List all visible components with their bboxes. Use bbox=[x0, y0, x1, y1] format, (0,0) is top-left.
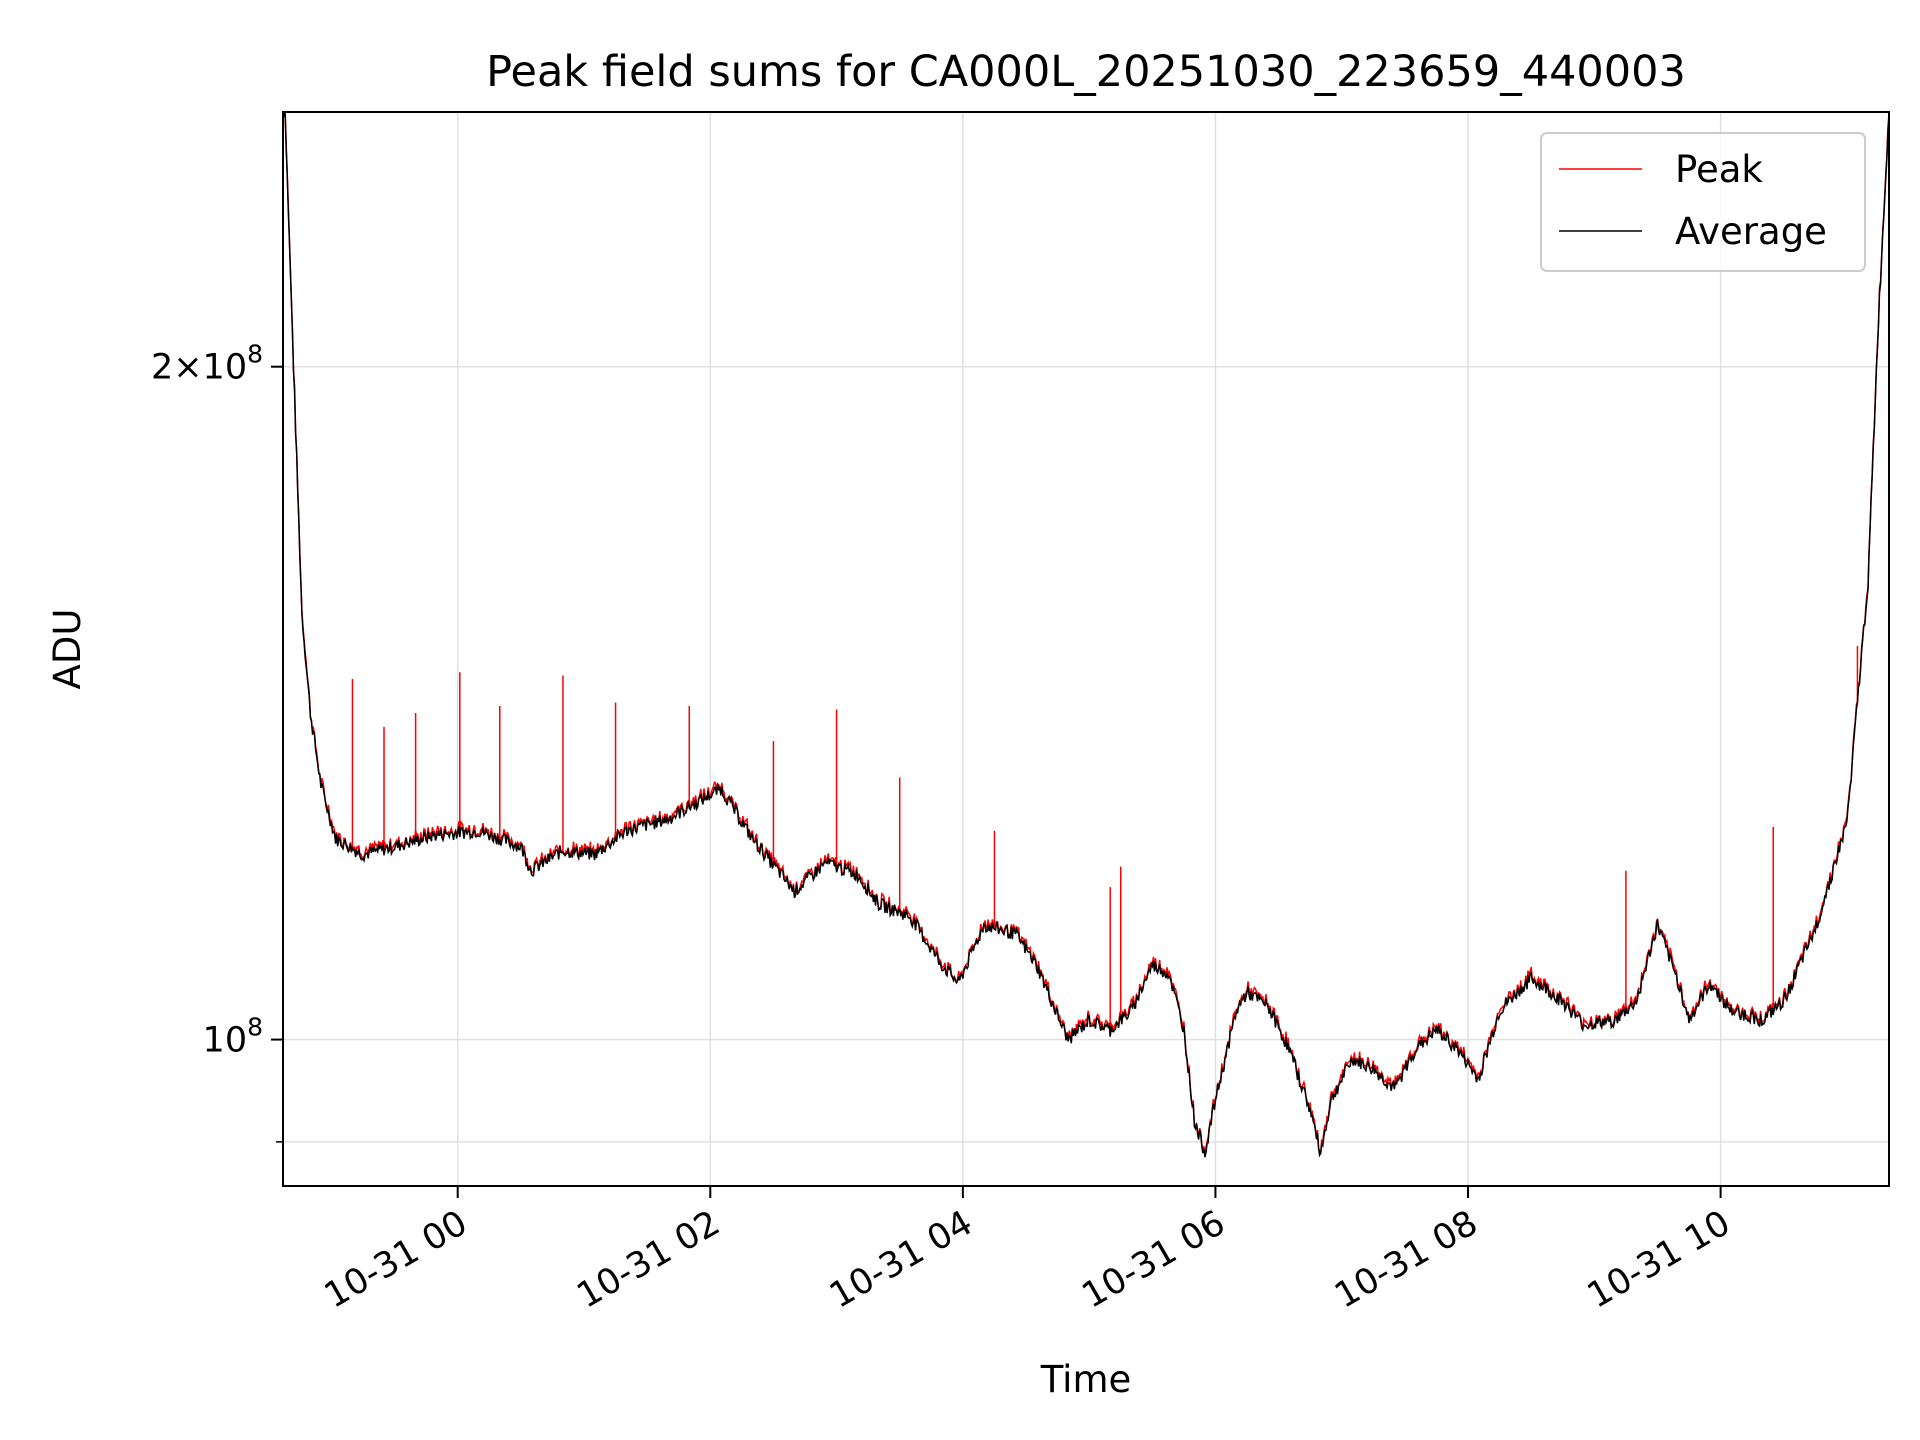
y-tick-mantissa: 2 bbox=[151, 348, 173, 388]
y-tick-base: 10 bbox=[203, 1021, 248, 1061]
legend-box bbox=[1540, 132, 1866, 272]
y-tick-label: 2×108 bbox=[151, 340, 263, 388]
legend: Peak Average bbox=[1540, 132, 1866, 272]
x-axis-label: Time bbox=[1040, 1358, 1132, 1401]
chart-title: Peak field sums for CA000L_20251030_2236… bbox=[486, 47, 1686, 97]
y-tick-times: × bbox=[173, 348, 202, 388]
grid-lines bbox=[283, 112, 1889, 1186]
y-tick-base: 10 bbox=[203, 348, 248, 388]
y-tick-exponent: 8 bbox=[247, 340, 263, 369]
legend-label-peak: Peak bbox=[1675, 148, 1763, 191]
y-tick-exponent: 8 bbox=[247, 1013, 263, 1042]
y-tick-label: 108 bbox=[203, 1013, 263, 1061]
y-axis-label: ADU bbox=[46, 609, 89, 690]
legend-label-average: Average bbox=[1675, 210, 1827, 253]
series-layer bbox=[283, 112, 1889, 1158]
series-line-average bbox=[283, 112, 1889, 1158]
plot-frame bbox=[282, 111, 1890, 1187]
